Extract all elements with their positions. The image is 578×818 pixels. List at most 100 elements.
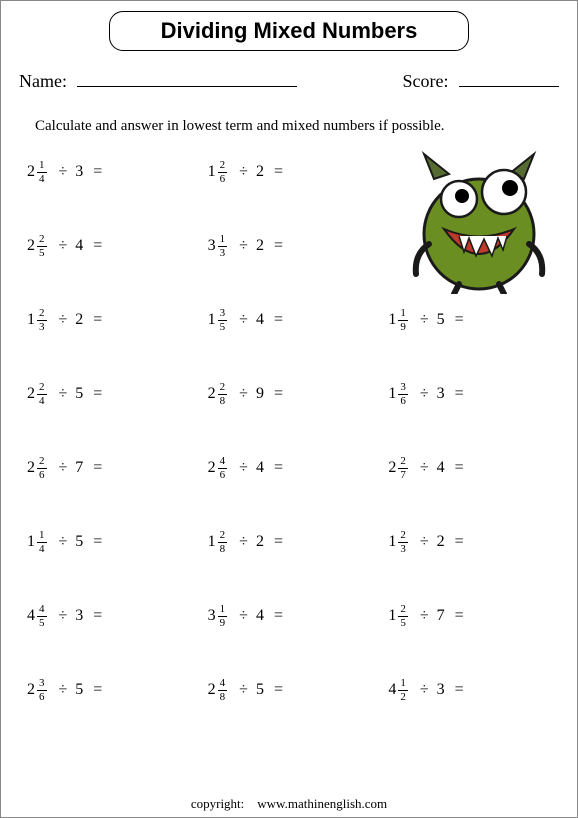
problem: 412÷3= <box>388 677 559 703</box>
equals-sign: = <box>274 311 283 329</box>
divide-sign: ÷ <box>59 385 68 403</box>
numerator: 2 <box>398 456 408 469</box>
denominator: 4 <box>37 395 47 407</box>
divide-sign: ÷ <box>420 533 429 551</box>
worksheet-title: Dividing Mixed Numbers <box>109 11 469 51</box>
whole-number: 3 <box>208 607 216 625</box>
whole-number: 1 <box>27 311 35 329</box>
whole-number: 1 <box>27 533 35 551</box>
problem: 228÷9= <box>208 381 379 407</box>
problem: 225÷4= <box>27 233 198 259</box>
divide-sign: ÷ <box>239 237 248 255</box>
fraction: 19 <box>218 604 228 629</box>
numerator: 2 <box>218 530 228 543</box>
divisor: 5 <box>256 681 264 699</box>
whole-number: 1 <box>208 311 216 329</box>
denominator: 9 <box>218 617 228 629</box>
problem: 136÷3= <box>388 381 559 407</box>
divide-sign: ÷ <box>59 459 68 477</box>
problem: 445÷3= <box>27 603 198 629</box>
equals-sign: = <box>455 607 464 625</box>
problem: 123÷2= <box>27 307 198 333</box>
equals-sign: = <box>274 459 283 477</box>
fraction: 36 <box>37 678 47 703</box>
equals-sign: = <box>274 163 283 181</box>
whole-number: 2 <box>208 681 216 699</box>
divide-sign: ÷ <box>59 607 68 625</box>
numerator: 1 <box>398 308 408 321</box>
problem: 125÷7= <box>388 603 559 629</box>
divisor: 4 <box>256 607 264 625</box>
denominator: 6 <box>37 469 47 481</box>
problem: 224÷5= <box>27 381 198 407</box>
name-blank[interactable] <box>77 69 297 87</box>
whole-number: 1 <box>208 163 216 181</box>
numerator: 3 <box>37 678 47 691</box>
problem: 114÷5= <box>27 529 198 555</box>
divisor: 5 <box>75 533 83 551</box>
numerator: 2 <box>398 604 408 617</box>
divisor: 2 <box>256 533 264 551</box>
fraction: 48 <box>218 678 228 703</box>
divisor: 2 <box>256 237 264 255</box>
divisor: 7 <box>75 459 83 477</box>
divide-sign: ÷ <box>59 311 68 329</box>
equals-sign: = <box>93 163 102 181</box>
divide-sign: ÷ <box>239 533 248 551</box>
fraction: 23 <box>398 530 408 555</box>
denominator: 5 <box>218 321 228 333</box>
fraction: 35 <box>218 308 228 333</box>
numerator: 1 <box>218 234 228 247</box>
score-blank[interactable] <box>459 69 559 87</box>
problem: 226÷7= <box>27 455 198 481</box>
divisor: 5 <box>437 311 445 329</box>
denominator: 5 <box>37 617 47 629</box>
divisor: 3 <box>75 163 83 181</box>
denominator: 6 <box>37 691 47 703</box>
numerator: 2 <box>37 308 47 321</box>
whole-number: 3 <box>208 237 216 255</box>
problem: 248÷5= <box>208 677 379 703</box>
fraction: 14 <box>37 530 47 555</box>
numerator: 4 <box>218 456 228 469</box>
divide-sign: ÷ <box>59 533 68 551</box>
equals-sign: = <box>274 607 283 625</box>
fraction: 25 <box>398 604 408 629</box>
equals-sign: = <box>455 681 464 699</box>
fraction: 19 <box>398 308 408 333</box>
numerator: 2 <box>218 382 228 395</box>
footer-url: www.mathinenglish.com <box>257 796 387 811</box>
divisor: 2 <box>256 163 264 181</box>
divisor: 4 <box>75 237 83 255</box>
denominator: 5 <box>37 247 47 259</box>
problem: 135 ÷ 4 = <box>208 307 379 333</box>
divide-sign: ÷ <box>420 681 429 699</box>
equals-sign: = <box>274 385 283 403</box>
whole-number: 2 <box>27 163 35 181</box>
equals-sign: = <box>93 681 102 699</box>
numerator: 2 <box>37 456 47 469</box>
divide-sign: ÷ <box>420 311 429 329</box>
numerator: 3 <box>218 308 228 321</box>
footer: copyright: www.mathinenglish.com <box>0 796 578 812</box>
equals-sign: = <box>93 385 102 403</box>
equals-sign: = <box>455 459 464 477</box>
numerator: 1 <box>37 530 47 543</box>
problem: 319÷4= <box>208 603 379 629</box>
divide-sign: ÷ <box>239 311 248 329</box>
fraction: 28 <box>218 382 228 407</box>
fraction: 28 <box>218 530 228 555</box>
divisor: 3 <box>437 385 445 403</box>
divide-sign: ÷ <box>239 681 248 699</box>
whole-number: 2 <box>208 385 216 403</box>
divisor: 4 <box>256 311 264 329</box>
divide-sign: ÷ <box>420 385 429 403</box>
numerator: 2 <box>218 160 228 173</box>
problem: 227÷4= <box>388 455 559 481</box>
numerator: 4 <box>37 604 47 617</box>
divide-sign: ÷ <box>239 459 248 477</box>
equals-sign: = <box>455 533 464 551</box>
denominator: 4 <box>37 173 47 185</box>
denominator: 8 <box>218 691 228 703</box>
denominator: 3 <box>37 321 47 333</box>
